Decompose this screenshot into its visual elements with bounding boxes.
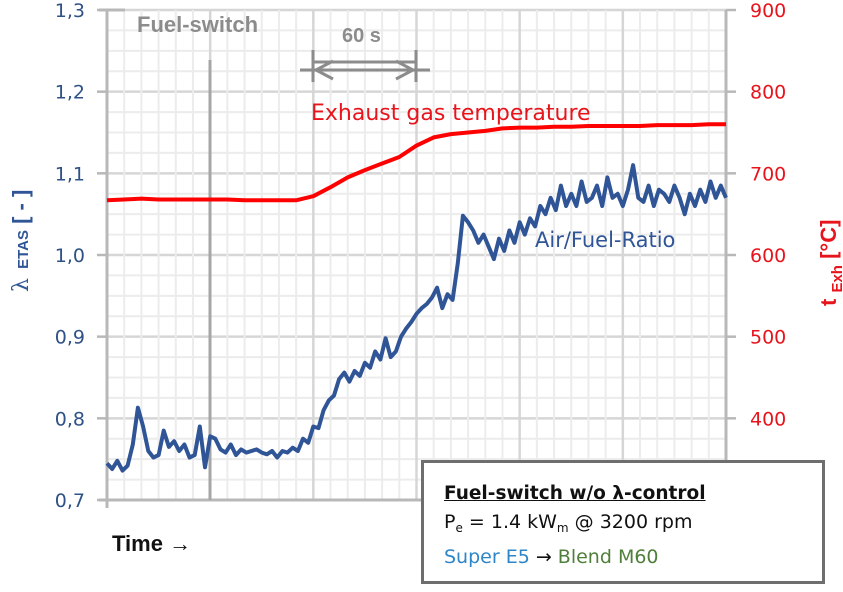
exhaust-temperature-line: [106, 122, 726, 203]
x-axis-label: Time →: [112, 531, 192, 556]
left-tick-label: 1,2: [55, 82, 85, 104]
left-axis-ticks: 0,7 0,8 0,9 1,0 1,1 1,2 1,3: [55, 0, 107, 512]
info-box: Fuel-switch w/o λ-control Pe = 1.4 kWm @…: [421, 460, 825, 584]
right-axis-unit: [°C]: [816, 220, 841, 259]
left-axis-unit: [ - ]: [8, 190, 33, 224]
right-axis-ticks: 400 500 600 700 800 900: [726, 0, 786, 430]
right-axis-title: t Exh [°C]: [816, 220, 843, 306]
fuel-arrow: →: [529, 546, 558, 568]
power-value: = 1.4 kW: [462, 511, 557, 533]
power-unit-sub: m: [556, 521, 569, 535]
right-tick-label: 600: [750, 245, 786, 267]
right-tick-label: 500: [750, 327, 786, 349]
svg-text:λ ETAS [ - ]: λ ETAS [ - ]: [8, 190, 34, 292]
right-axis-sub: Exh: [829, 265, 843, 293]
duration-label: 60 s: [342, 25, 381, 47]
exhaust-gas-temperature-label: Exhaust gas temperature: [311, 101, 591, 126]
left-axis-sub: ETAS: [15, 230, 32, 269]
duration-arrow: [300, 50, 430, 82]
info-box-power: Pe = 1.4 kWm @ 3200 rpm: [444, 508, 822, 543]
right-tick-label: 800: [750, 82, 786, 104]
right-tick-label: 900: [750, 0, 786, 22]
left-tick-label: 0,8: [55, 408, 85, 430]
air-fuel-ratio-line: [105, 163, 728, 473]
svg-text:t Exh [°C]: t Exh [°C]: [816, 220, 843, 306]
left-tick-label: 1,0: [55, 245, 85, 267]
right-tick-label: 400: [750, 408, 786, 430]
right-tick-label: 700: [750, 163, 786, 185]
left-tick-label: 0,7: [55, 490, 85, 512]
fuel-to: Blend M60: [557, 546, 659, 568]
info-box-title: Fuel-switch w/o λ-control: [444, 483, 706, 504]
info-box-fuels: Super E5 → Blend M60: [444, 543, 822, 572]
power-speed: @ 3200 rpm: [568, 511, 693, 533]
fuel-switch-label: Fuel-switch: [137, 12, 258, 37]
left-axis-symbol: λ: [9, 278, 34, 292]
left-axis-title: λ ETAS [ - ]: [8, 190, 34, 292]
left-tick-label: 0,9: [55, 327, 85, 349]
left-tick-label: 1,3: [55, 0, 85, 22]
power-symbol: P: [444, 511, 456, 533]
air-fuel-ratio-label: Air/Fuel-Ratio: [535, 228, 675, 252]
fuel-from: Super E5: [444, 546, 530, 568]
right-axis-symbol: t: [816, 298, 841, 306]
power-sub: e: [455, 521, 463, 535]
left-tick-label: 1,1: [55, 163, 85, 185]
